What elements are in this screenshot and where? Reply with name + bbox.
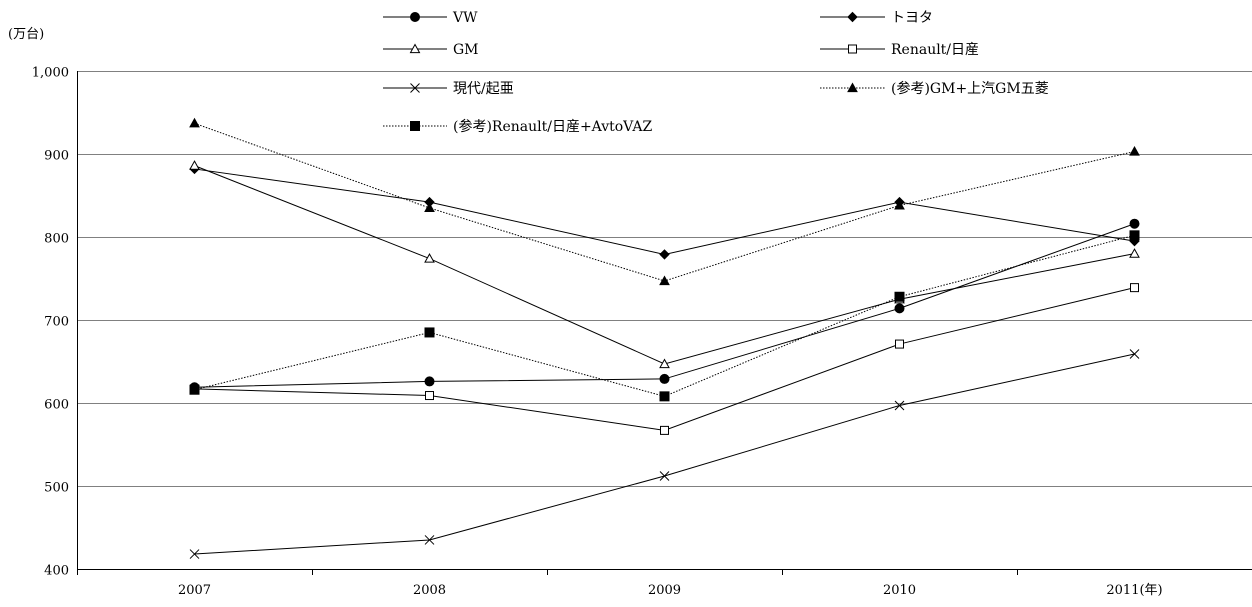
gridlines — [77, 71, 1252, 487]
series-3-point — [424, 253, 435, 263]
legend-label: トヨタ — [891, 10, 933, 26]
series-2-line — [194, 168, 1135, 255]
x-tick-label: 2008 — [413, 583, 446, 598]
series-5-point — [424, 535, 435, 545]
series-4-point — [425, 391, 434, 401]
series-1-point — [1129, 218, 1140, 229]
y-axis-unit-label: (万台) — [8, 27, 44, 42]
x-axis-ticks: 2007 2008 2009 2010 2011(年) — [178, 583, 1163, 598]
series-1 — [189, 218, 1140, 393]
series-layer — [189, 117, 1140, 559]
legend-swatch-marker — [410, 83, 420, 93]
marker-stroke — [1129, 349, 1140, 359]
series-5 — [189, 349, 1140, 559]
legend-item-2: トヨタ — [820, 10, 933, 26]
marker-stroke — [410, 83, 420, 93]
legend-item-3: GM — [383, 42, 479, 58]
y-tick-label: 900 — [44, 149, 69, 164]
x-tick-label: 2011(年) — [1106, 583, 1162, 598]
marker-stroke — [189, 549, 200, 559]
series-7 — [189, 230, 1140, 402]
x-tick-label: 2010 — [883, 583, 916, 598]
legend-item-1: VW — [383, 10, 478, 26]
y-tick-label: 600 — [44, 398, 69, 413]
series-5-point — [659, 471, 670, 481]
legend-item-4: Renault/日産 — [820, 42, 979, 58]
legend-item-6: (参考)GM+上汽GM五菱 — [820, 80, 1049, 97]
marker-stroke — [894, 400, 905, 411]
series-3-point — [659, 358, 670, 369]
y-tick-label: 1,000 — [32, 66, 69, 81]
series-7-point — [189, 384, 200, 395]
series-4-point — [1130, 283, 1139, 293]
series-6 — [189, 117, 1140, 286]
series-7-point — [894, 291, 905, 302]
legend-label: (参考)GM+上汽GM五菱 — [891, 80, 1049, 97]
series-3-point — [189, 160, 200, 170]
series-3-point — [1129, 248, 1140, 258]
legend-swatch-marker — [847, 11, 858, 23]
series-6-point — [189, 117, 200, 128]
series-7-point — [424, 327, 435, 338]
x-tick-label: 2009 — [648, 583, 681, 598]
legend-label: 現代/起亜 — [453, 81, 514, 97]
legend-swatch-marker — [847, 82, 858, 93]
series-2-point — [659, 249, 670, 260]
series-6-point — [894, 199, 905, 210]
legend-label: (参考)Renault/日産+AvtoVAZ — [453, 118, 652, 135]
legend-swatch-marker — [410, 12, 420, 22]
series-7-point — [659, 391, 670, 402]
marker-stroke — [424, 535, 435, 545]
series-5-point — [894, 400, 905, 411]
series-7-point — [1129, 230, 1140, 241]
series-5-point — [1129, 349, 1140, 359]
y-tick-label: 800 — [44, 232, 69, 247]
series-1-point — [894, 303, 905, 314]
series-6-point — [424, 202, 435, 213]
legend-item-5: 現代/起亜 — [383, 81, 514, 97]
legend-swatch-marker — [409, 43, 421, 54]
series-5-point — [189, 549, 200, 559]
series-6-point — [1129, 145, 1140, 156]
series-3-line — [194, 165, 1135, 365]
series-2 — [189, 163, 1140, 260]
series-6-point — [659, 275, 670, 286]
series-1-point — [659, 373, 670, 384]
series-1-point — [424, 376, 435, 387]
legend-swatch-marker — [848, 44, 857, 54]
series-3 — [189, 160, 1140, 369]
legend-item-7: (参考)Renault/日産+AvtoVAZ — [383, 118, 652, 135]
axes — [77, 71, 1252, 575]
legend-label: VW — [452, 10, 478, 26]
legend-label: Renault/日産 — [891, 42, 979, 58]
legend-label: GM — [453, 42, 479, 58]
marker-stroke — [659, 471, 670, 481]
legend-swatch-marker — [410, 121, 420, 131]
y-axis-ticks: 400 500 600 700 800 900 1,000 — [32, 66, 69, 579]
y-tick-label: 400 — [44, 564, 69, 579]
y-tick-label: 700 — [44, 315, 69, 330]
series-4-point — [895, 339, 904, 349]
x-tick-label: 2007 — [178, 583, 211, 598]
series-4-point — [660, 425, 669, 435]
y-tick-label: 500 — [44, 481, 69, 496]
